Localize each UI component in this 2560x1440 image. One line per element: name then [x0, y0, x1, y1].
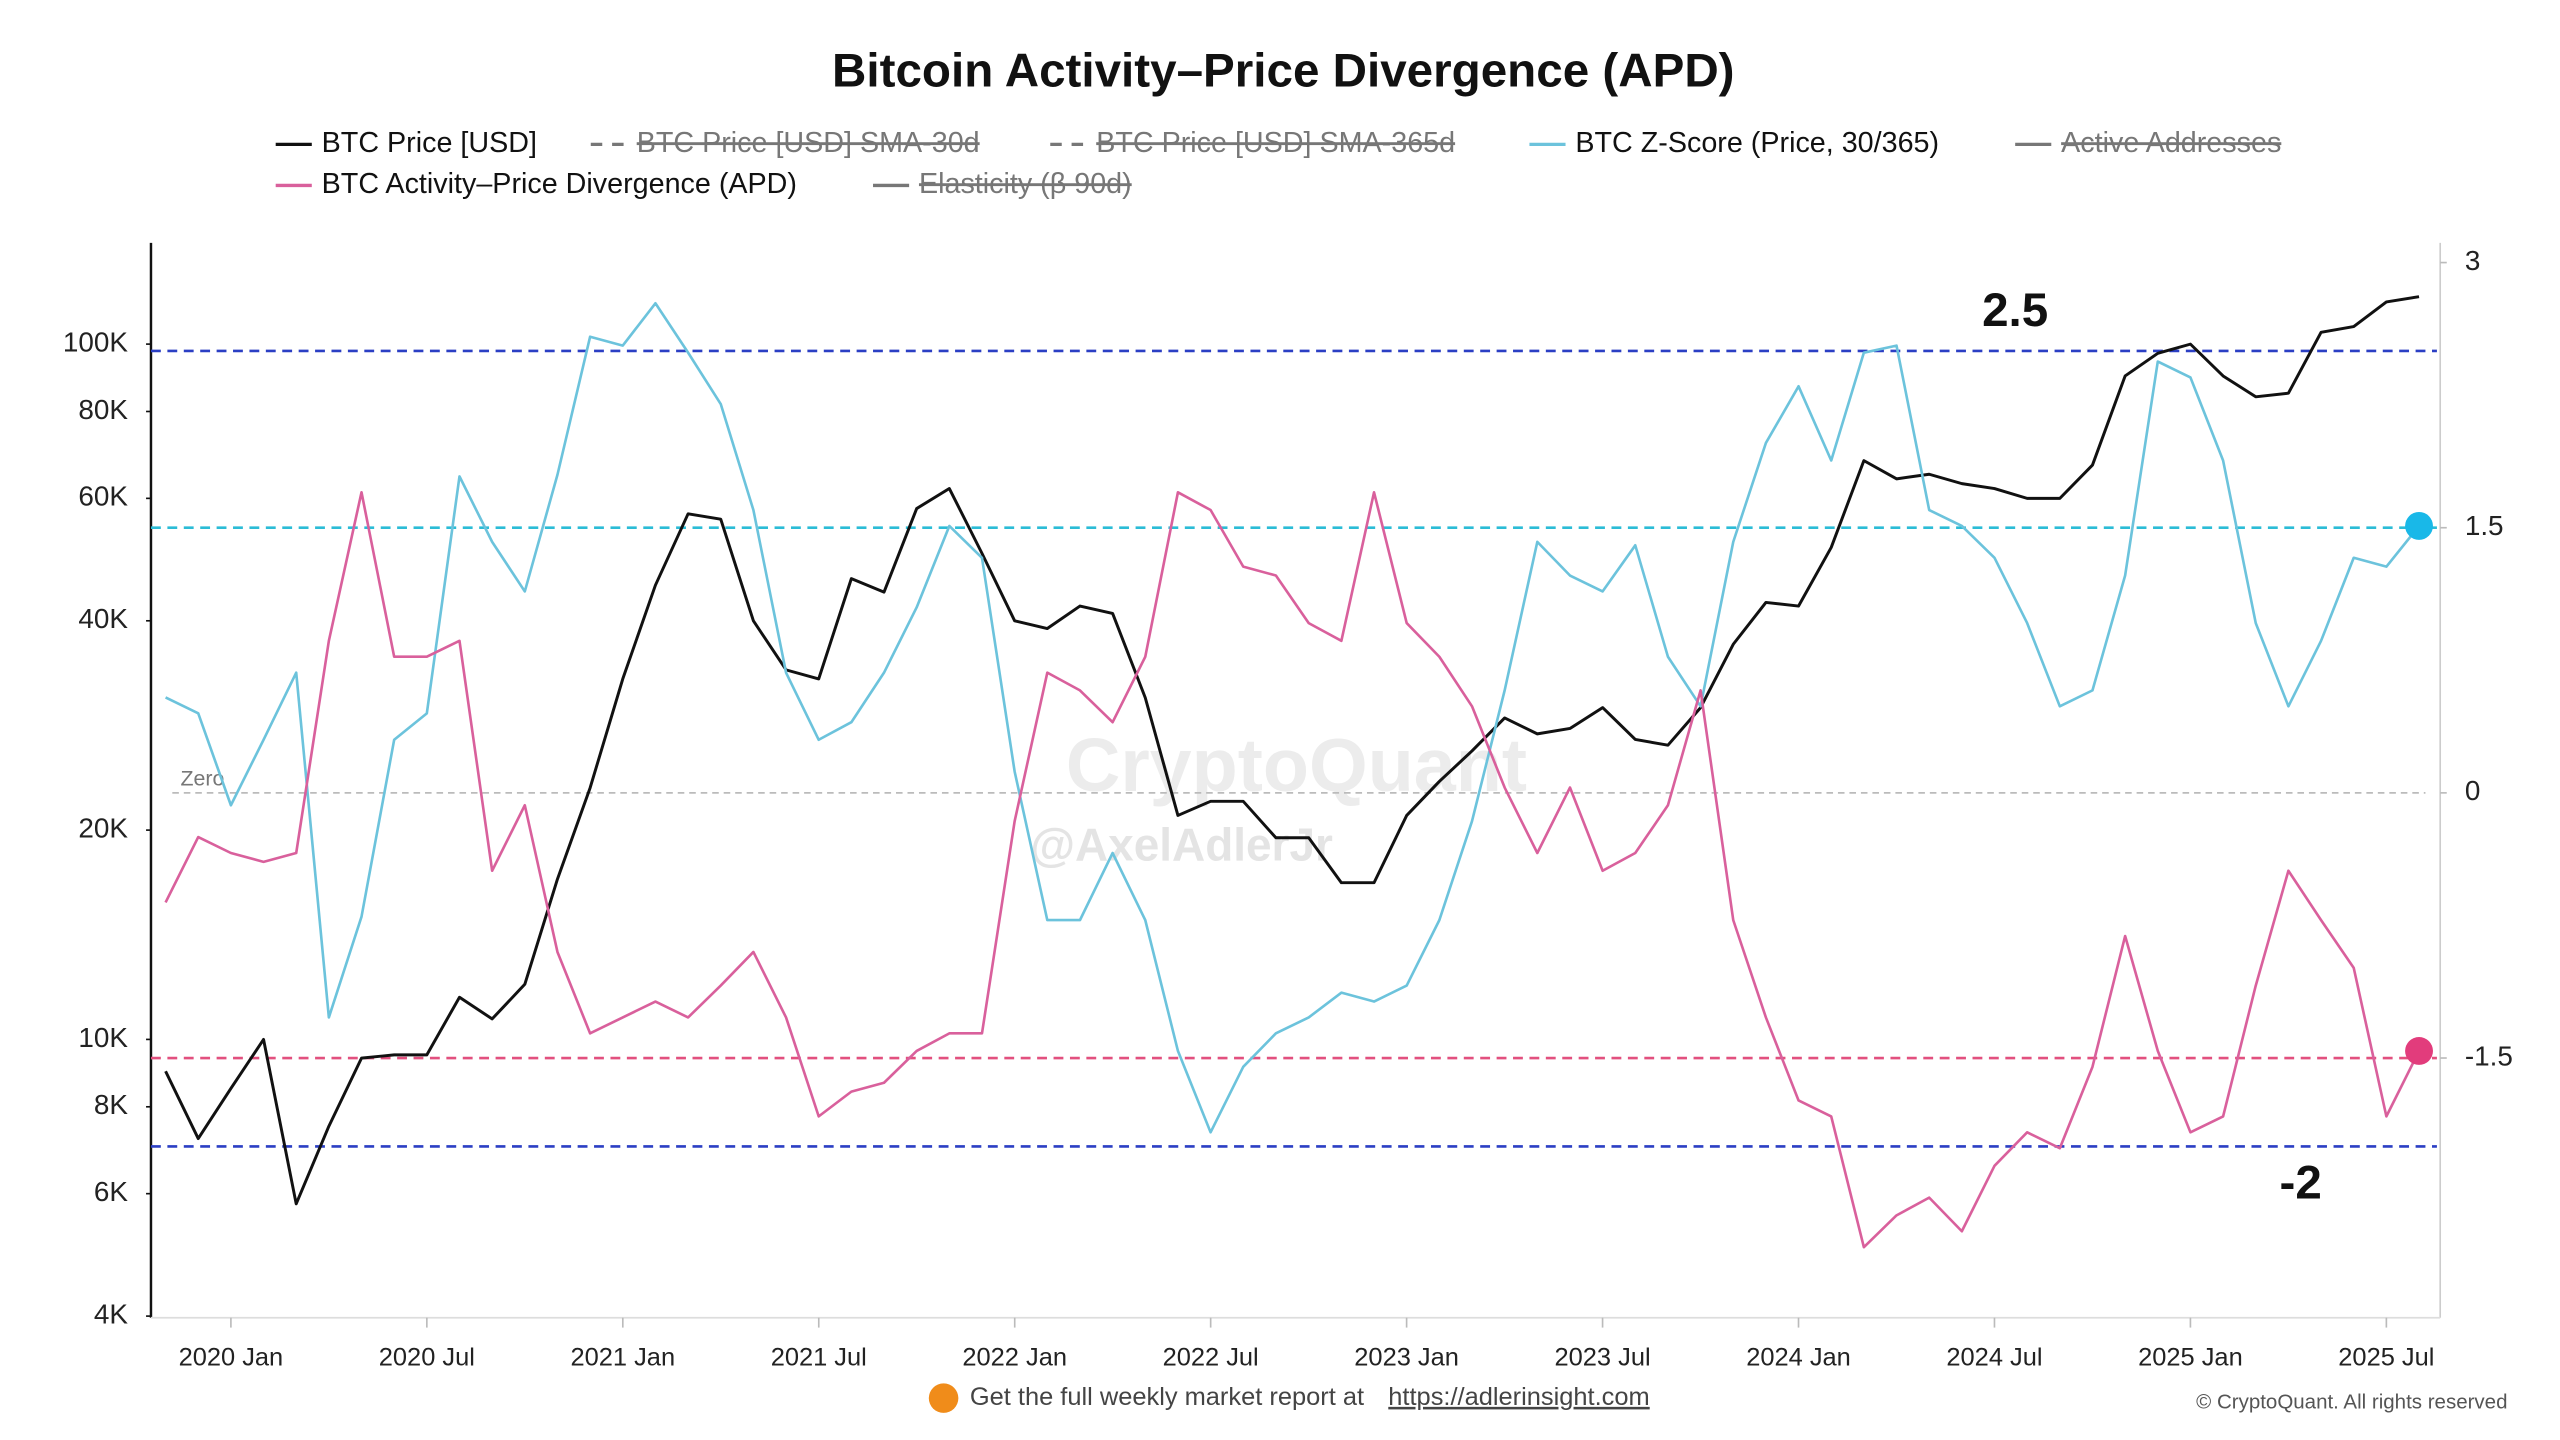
- x-tick-label: 2023 Jul: [1555, 1343, 1651, 1371]
- legend-item[interactable]: BTC Price [USD]: [275, 127, 537, 159]
- end-marker: [2405, 1037, 2433, 1065]
- series-line: [165, 301, 2421, 1134]
- legend-label: BTC Price [USD]: [322, 127, 537, 159]
- x-tick-label: 2025 Jan: [2138, 1343, 2243, 1371]
- y-tick-label: 80K: [78, 394, 128, 425]
- y2-tick-label: 0: [2465, 775, 2481, 806]
- legend-label: Elasticity (β 90d): [919, 168, 1132, 200]
- reference-value: 2.5: [1982, 284, 2048, 337]
- chart-title: Bitcoin Activity–Price Divergence (APD): [832, 44, 1735, 97]
- y-tick-label: 4K: [94, 1298, 129, 1329]
- x-tick-label: 2022 Jul: [1163, 1343, 1259, 1371]
- coin-icon: [928, 1383, 959, 1413]
- legend-item[interactable]: Active Addresses: [2015, 127, 2281, 159]
- y2-tick-label: -1.5: [2465, 1040, 2513, 1071]
- reference-value: -2: [2280, 1156, 2322, 1209]
- x-tick-label: 2023 Jan: [1354, 1343, 1459, 1371]
- legend-item[interactable]: Elasticity (β 90d): [873, 168, 1132, 200]
- legend-label: BTC Z-Score (Price, 30/365): [1575, 127, 1939, 159]
- legend-item[interactable]: BTC Price [USD] SMA-30d: [590, 127, 980, 159]
- y-tick-label: 10K: [78, 1022, 128, 1053]
- x-tick-label: 2025 Jul: [2338, 1343, 2434, 1371]
- series-line: [164, 295, 2420, 1206]
- x-tick-label: 2024 Jan: [1746, 1343, 1851, 1371]
- series-line: [164, 490, 2421, 1249]
- copyright: © CryptoQuant. All rights reserved: [2196, 1390, 2507, 1413]
- legend-item[interactable]: BTC Activity–Price Divergence (APD): [275, 168, 797, 200]
- x-tick-label: 2024 Jul: [1946, 1343, 2042, 1371]
- watermark: @AxelAdlerJr: [1030, 819, 1333, 871]
- x-tick-label: 2022 Jan: [962, 1343, 1067, 1371]
- y-tick-label: 100K: [63, 326, 129, 357]
- end-marker: [2405, 512, 2433, 540]
- y2-tick-label: 3: [2465, 245, 2481, 276]
- x-tick-label: 2021 Jan: [570, 1343, 675, 1371]
- legend-label: BTC Price [USD] SMA-365d: [1096, 127, 1455, 159]
- y-tick-label: 40K: [78, 603, 128, 634]
- legend-item[interactable]: BTC Price [USD] SMA-365d: [1050, 127, 1455, 159]
- y-tick-label: 60K: [78, 481, 128, 512]
- x-tick-label: 2020 Jul: [379, 1343, 475, 1371]
- reference-label: Zero: [181, 766, 225, 790]
- x-tick-label: 2020 Jan: [179, 1343, 284, 1371]
- y-tick-label: 6K: [94, 1176, 129, 1207]
- legend-label: BTC Price [USD] SMA-30d: [637, 127, 980, 159]
- legend-item[interactable]: BTC Z-Score (Price, 30/365): [1529, 127, 1939, 159]
- y-tick-label: 8K: [94, 1089, 129, 1120]
- footer-text: Get the full weekly market report at: [970, 1383, 1364, 1411]
- y-tick-label: 20K: [78, 812, 128, 843]
- x-tick-label: 2021 Jul: [771, 1343, 867, 1371]
- legend-label: Active Addresses: [2061, 127, 2281, 159]
- footer-link[interactable]: https://adlerinsight.com: [1388, 1383, 1649, 1411]
- y2-tick-label: 1.5: [2465, 510, 2504, 541]
- legend-label: BTC Activity–Price Divergence (APD): [322, 168, 797, 200]
